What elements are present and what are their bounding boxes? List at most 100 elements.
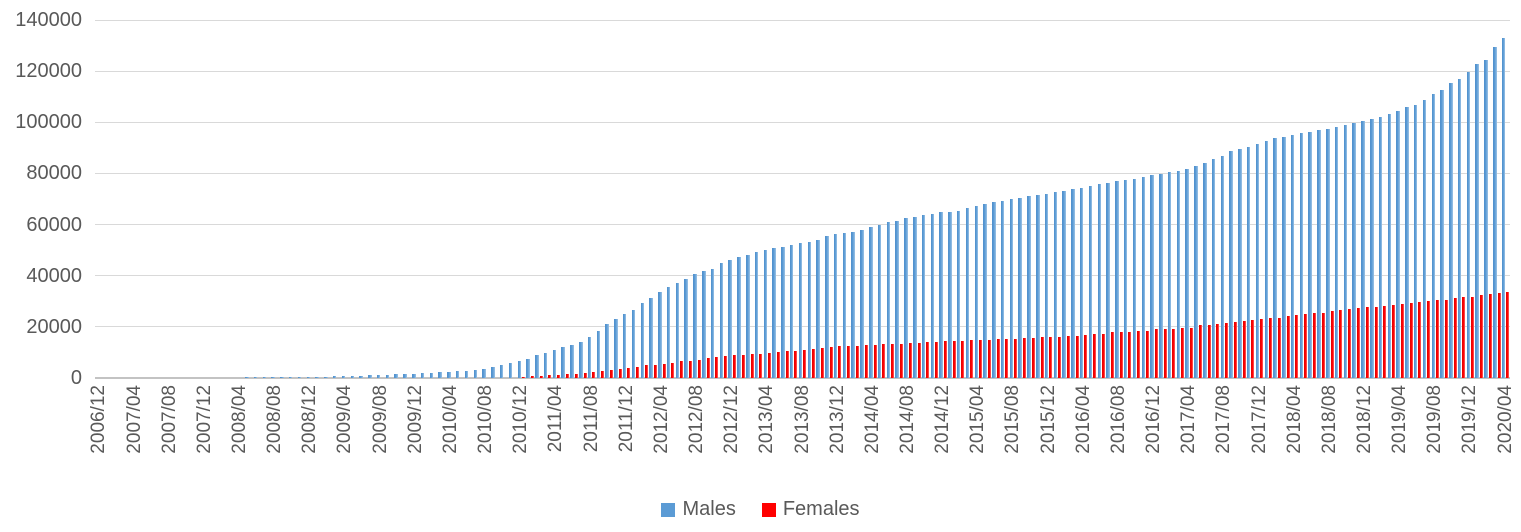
males-bar — [394, 374, 398, 378]
females-bar — [1031, 337, 1035, 378]
males-bar — [605, 324, 609, 378]
bar-group — [1238, 20, 1247, 378]
females-bar — [891, 343, 895, 378]
bar-group — [640, 20, 649, 378]
males-bar — [561, 347, 565, 378]
males-bar — [754, 251, 759, 378]
females-bar — [1216, 323, 1220, 378]
females-bar — [680, 361, 684, 378]
bar-group — [315, 20, 324, 378]
bar-group — [570, 20, 579, 378]
males-bar — [1246, 146, 1251, 378]
bar-group — [1185, 20, 1194, 378]
males-bar — [447, 371, 451, 378]
bar-group — [1369, 20, 1378, 378]
males-bar — [245, 377, 249, 378]
males-bar — [869, 227, 873, 378]
males-bar — [1159, 173, 1163, 378]
y-axis-tick-label: 80000 — [26, 162, 82, 185]
bar-group — [1273, 20, 1282, 378]
females-bar — [1005, 339, 1009, 378]
bar-group — [737, 20, 746, 378]
males-bar — [702, 270, 706, 378]
bar-group — [517, 20, 526, 378]
males-bar — [737, 257, 741, 378]
males-bar — [1299, 132, 1304, 378]
males-bar — [1194, 165, 1198, 378]
males-bar — [974, 205, 979, 378]
bar-group — [1308, 20, 1317, 378]
x-axis-tick-label: 2011/04 — [545, 385, 567, 453]
x-axis-tick-label: 2018/08 — [1318, 385, 1340, 454]
females-bar — [750, 354, 754, 378]
bar-group — [745, 20, 754, 378]
males-bar — [429, 373, 434, 378]
bar-group — [842, 20, 851, 378]
bar-group — [288, 20, 297, 378]
bar-group — [1334, 20, 1343, 378]
x-axis-tick-label: 2010/04 — [439, 385, 461, 454]
females-bar — [1163, 329, 1167, 378]
males-bar — [1431, 94, 1436, 378]
bar-group — [1062, 20, 1071, 378]
males-bar — [877, 224, 882, 378]
x-axis-tick-label: 2008/08 — [264, 385, 286, 454]
females-bar — [1093, 334, 1097, 378]
x-axis-tick-label: 2017/12 — [1248, 385, 1270, 454]
males-bar — [992, 202, 996, 378]
females-bar — [864, 345, 868, 378]
females-bar — [706, 357, 710, 378]
males-bar — [631, 310, 636, 378]
bar-group — [332, 20, 341, 378]
bar-group — [499, 20, 508, 378]
males-bar — [649, 298, 653, 378]
bar-group — [587, 20, 596, 378]
bar-group — [1097, 20, 1106, 378]
females-bar — [1225, 323, 1229, 378]
bar-group — [912, 20, 921, 378]
bar-group — [614, 20, 623, 378]
bar-group — [877, 20, 886, 378]
females-bar — [1102, 333, 1106, 378]
bar-group — [447, 20, 456, 378]
x-axis-tick-label: 2009/04 — [334, 385, 356, 454]
females-bar — [1251, 320, 1255, 378]
males-bar — [693, 274, 697, 378]
bar-group — [860, 20, 869, 378]
males-bar — [1484, 60, 1488, 378]
bar-group — [1492, 20, 1501, 378]
bar-group — [253, 20, 262, 378]
bar-group — [930, 20, 939, 378]
bar-group — [1387, 20, 1396, 378]
bar-group — [1000, 20, 1009, 378]
males-bar — [895, 220, 899, 378]
gridline — [95, 275, 1510, 277]
males-bar — [798, 242, 803, 378]
females-bar — [1084, 335, 1088, 378]
bar-group — [174, 20, 183, 378]
bar-group — [1413, 20, 1422, 378]
bar-group — [403, 20, 412, 378]
bar-group — [1352, 20, 1361, 378]
females-bar — [855, 345, 859, 378]
females-bar — [565, 373, 569, 378]
bar-group — [1079, 20, 1088, 378]
bar-group — [148, 20, 157, 378]
males-bar — [851, 232, 855, 378]
x-axis-tick-label: 2015/12 — [1037, 385, 1059, 454]
females-bar — [1312, 312, 1316, 378]
x-axis-tick-label: 2013/04 — [756, 385, 778, 454]
bar-group — [1009, 20, 1018, 378]
x-axis-tick-label: 2014/04 — [861, 385, 883, 454]
bar-group — [1211, 20, 1220, 378]
males-bar — [622, 314, 627, 378]
gridline — [95, 121, 1510, 123]
bar-group — [816, 20, 825, 378]
males-bar — [315, 376, 319, 378]
bar-group — [1044, 20, 1053, 378]
females-bar — [1462, 297, 1466, 378]
females-bar — [548, 374, 552, 378]
males-bar — [1123, 179, 1128, 378]
bar-group — [341, 20, 350, 378]
females-bar — [1269, 318, 1273, 378]
